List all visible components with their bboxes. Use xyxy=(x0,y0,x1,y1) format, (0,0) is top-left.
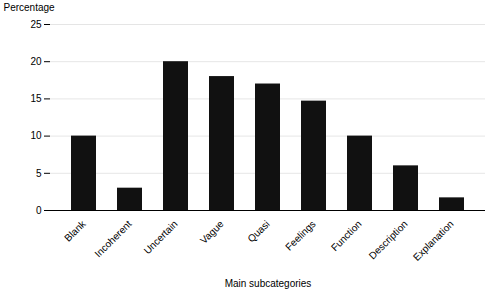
svg-text:Blank: Blank xyxy=(62,218,88,244)
svg-text:Uncertain: Uncertain xyxy=(142,218,180,256)
svg-text:Explanation: Explanation xyxy=(411,218,456,263)
svg-text:Feelings: Feelings xyxy=(283,218,318,253)
svg-text:Description: Description xyxy=(367,218,410,261)
svg-text:Quasi: Quasi xyxy=(245,218,271,244)
svg-text:25: 25 xyxy=(30,19,42,30)
svg-text:Incoherent: Incoherent xyxy=(92,218,133,259)
svg-text:Vague: Vague xyxy=(198,218,226,246)
svg-text:15: 15 xyxy=(30,93,42,104)
svg-text:10: 10 xyxy=(30,130,42,141)
svg-text:Percentage: Percentage xyxy=(4,2,56,13)
svg-text:Function: Function xyxy=(329,218,364,253)
svg-text:Main subcategories: Main subcategories xyxy=(225,278,312,289)
svg-text:0: 0 xyxy=(36,205,42,216)
svg-text:20: 20 xyxy=(30,56,42,67)
svg-text:5: 5 xyxy=(36,168,42,179)
